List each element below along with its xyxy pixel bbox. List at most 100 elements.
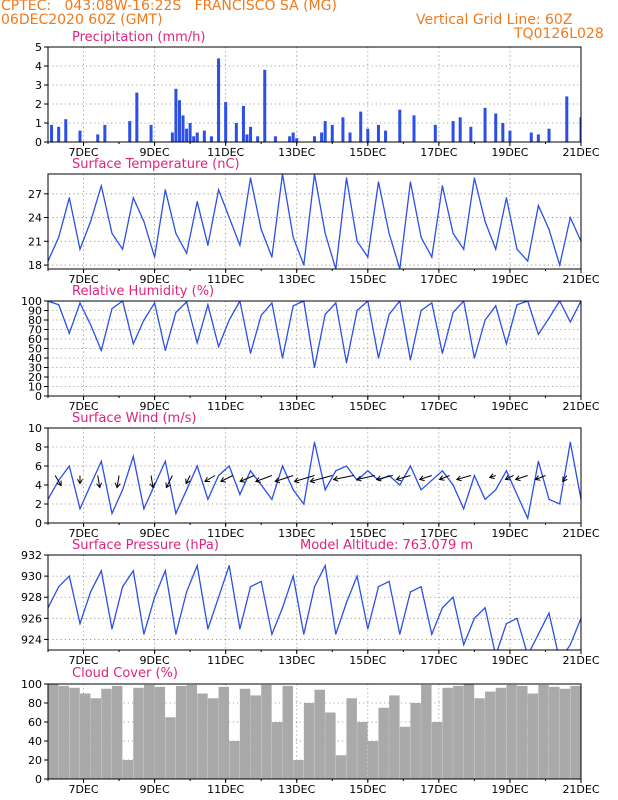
plot-area xyxy=(48,563,581,650)
precip-bar xyxy=(245,134,249,142)
series-point xyxy=(68,465,70,467)
wind-arrowhead xyxy=(149,482,156,489)
y-tick-label: 100 xyxy=(21,678,42,691)
series-point xyxy=(164,570,166,572)
precip-bar xyxy=(320,132,324,142)
precip-bar xyxy=(323,121,327,142)
cloud-bar xyxy=(495,687,507,779)
series-point xyxy=(548,498,550,500)
wind-vector xyxy=(185,475,191,484)
series-point xyxy=(292,236,294,238)
series-point xyxy=(484,498,486,500)
series-point xyxy=(388,232,390,234)
y-tick-label: 4 xyxy=(35,479,42,492)
series-point xyxy=(431,479,433,481)
series-point xyxy=(196,201,198,203)
series-point xyxy=(90,591,92,593)
y-tick-label: 926 xyxy=(21,612,42,625)
series-point xyxy=(185,591,188,593)
series-point xyxy=(420,586,422,588)
series-point xyxy=(207,498,209,500)
y-tick-label: 930 xyxy=(21,570,42,583)
cloud-bar xyxy=(122,760,134,779)
precip-bar xyxy=(529,132,533,142)
series-point xyxy=(345,601,348,604)
y-tick-label: 40 xyxy=(28,735,42,748)
precip-bar xyxy=(50,124,54,142)
series-line xyxy=(48,174,581,269)
series-point xyxy=(164,349,166,351)
series-point xyxy=(100,570,102,572)
series-point xyxy=(175,633,177,635)
series-point xyxy=(527,260,529,262)
series-point xyxy=(537,333,539,335)
cloud-bar xyxy=(389,695,400,779)
y-tick-label: 10 xyxy=(28,381,42,394)
cloud-bar xyxy=(421,684,432,779)
series-point xyxy=(281,465,284,467)
series-line xyxy=(48,301,581,368)
series-point xyxy=(409,465,412,467)
y-tick-label: 2 xyxy=(35,498,42,511)
precip-bar xyxy=(128,121,132,142)
series-point xyxy=(463,508,465,510)
x-tick-label: 13DEC xyxy=(278,783,315,796)
y-tick-label: 30 xyxy=(28,362,42,375)
x-tick-label: 7DEC xyxy=(68,527,98,540)
series-point xyxy=(441,470,444,472)
wind-arrowhead xyxy=(219,477,226,483)
series-point xyxy=(185,489,188,491)
series-point xyxy=(420,236,422,238)
cloud-bar xyxy=(506,684,517,779)
wind-vector xyxy=(294,475,315,482)
x-tick-label: 21DEC xyxy=(562,400,599,413)
wind-vector xyxy=(116,475,120,488)
precip-bar xyxy=(185,128,189,142)
series-point xyxy=(367,628,369,630)
series-point xyxy=(260,580,262,582)
wind-arrowhead xyxy=(114,482,121,489)
x-tick-label: 17DEC xyxy=(420,146,457,159)
series-point xyxy=(132,455,134,458)
wind-arrowhead xyxy=(455,475,462,482)
cloud-bar xyxy=(399,726,411,779)
wind-arrowhead xyxy=(514,475,521,482)
series-point xyxy=(196,342,198,344)
series-point xyxy=(271,302,273,304)
precip-bar xyxy=(234,123,238,142)
series-point xyxy=(111,308,113,310)
panel-title: Surface Wind (m/s) xyxy=(72,411,196,426)
series-point xyxy=(132,343,134,345)
wind-vector xyxy=(515,475,528,480)
series-point xyxy=(431,302,433,304)
plot-area xyxy=(50,58,581,142)
series-point xyxy=(431,633,433,635)
series-point xyxy=(505,343,507,345)
cloud-bar xyxy=(133,687,144,779)
series-point xyxy=(271,498,273,500)
precip-bar xyxy=(376,124,380,142)
precip-bar xyxy=(288,136,292,142)
series-point xyxy=(154,302,156,304)
series-point xyxy=(559,264,561,266)
plot-area xyxy=(48,301,581,369)
wind-vector xyxy=(419,475,432,480)
panel-title: Cloud Cover (%) xyxy=(72,666,178,681)
series-point xyxy=(90,324,92,326)
series-point xyxy=(196,564,198,567)
series-point xyxy=(68,575,70,577)
series-point xyxy=(313,366,316,369)
y-tick-label: 10 xyxy=(28,422,42,435)
series-point xyxy=(281,357,284,359)
cloud-bar xyxy=(367,741,379,779)
wind-vector xyxy=(333,475,354,480)
x-tick-label: 7DEC xyxy=(68,146,98,159)
series-point xyxy=(548,612,550,614)
x-tick-label: 9DEC xyxy=(140,783,170,796)
series-point xyxy=(452,311,454,313)
series-point xyxy=(292,575,294,577)
series-point xyxy=(207,244,209,246)
series-point xyxy=(58,304,60,306)
x-tick-label: 11DEC xyxy=(207,146,244,159)
